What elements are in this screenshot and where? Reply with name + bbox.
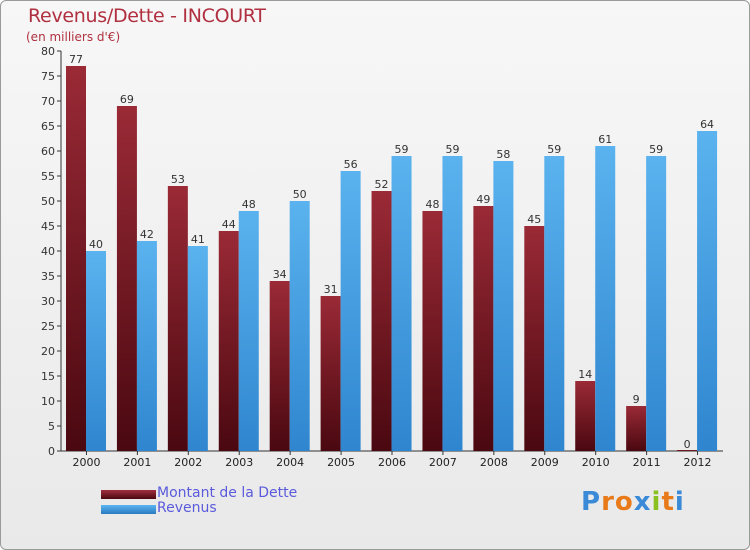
legend-swatch-dette [101, 490, 156, 499]
data-label: 41 [191, 233, 205, 246]
logo-letter: i [674, 487, 685, 517]
x-tick-label: 2009 [531, 456, 559, 469]
data-label: 48 [425, 198, 439, 211]
y-tick-label: 50 [41, 195, 55, 208]
x-tick-label: 2003 [225, 456, 253, 469]
revenus-bar [136, 241, 157, 451]
logo-letter: o [614, 487, 634, 517]
revenus-bar [187, 246, 208, 451]
data-label: 59 [395, 143, 409, 156]
data-label: 31 [324, 283, 338, 296]
data-label: 59 [547, 143, 561, 156]
dette-bar [473, 206, 494, 451]
data-label: 49 [476, 193, 490, 206]
dette-bar [269, 281, 290, 451]
dette-bar [422, 211, 443, 451]
revenus-bar [442, 156, 463, 451]
revenus-bar [391, 156, 412, 451]
x-tick-label: 2001 [123, 456, 151, 469]
logo-letter: x [633, 487, 652, 517]
y-tick-label: 80 [41, 45, 55, 58]
data-label: 56 [344, 158, 358, 171]
revenus-bar [697, 131, 718, 451]
data-label: 34 [273, 268, 287, 281]
proxiti-logo: Proxiti [581, 487, 685, 517]
dette-bar [575, 381, 596, 451]
logo-letter: P [581, 487, 602, 517]
y-tick-label: 35 [41, 270, 55, 283]
data-label: 9 [633, 393, 640, 406]
data-label: 52 [375, 178, 389, 191]
dette-bar [524, 226, 545, 451]
dette-bar [116, 106, 137, 451]
y-tick-label: 5 [48, 420, 55, 433]
dette-bar [66, 66, 86, 451]
data-label: 77 [69, 53, 83, 66]
chart-title: Revenus/Dette - INCOURT [28, 5, 266, 27]
data-label: 14 [578, 368, 592, 381]
x-tick-label: 2007 [429, 456, 457, 469]
y-tick-label: 10 [41, 395, 55, 408]
x-tick-label: 2010 [582, 456, 610, 469]
data-label: 44 [222, 218, 236, 231]
revenus-bar [86, 251, 106, 451]
data-label: 59 [445, 143, 459, 156]
dette-bar [167, 186, 188, 451]
x-tick-label: 2011 [633, 456, 661, 469]
logo-letter: r [601, 487, 615, 517]
data-label: 59 [649, 143, 663, 156]
data-label: 69 [120, 93, 134, 106]
x-tick-label: 2012 [684, 456, 712, 469]
revenus-bar [238, 211, 259, 451]
y-tick-label: 15 [41, 370, 55, 383]
y-tick-label: 55 [41, 170, 55, 183]
dette-bar [626, 406, 647, 451]
data-label: 58 [496, 148, 510, 161]
data-label: 48 [242, 198, 256, 211]
revenus-bar [340, 171, 361, 451]
data-label: 0 [684, 438, 691, 451]
revenus-bar [595, 146, 616, 451]
data-label: 50 [293, 188, 307, 201]
y-tick-label: 70 [41, 95, 55, 108]
data-label: 53 [171, 173, 185, 186]
data-label: 61 [598, 133, 612, 146]
y-tick-label: 75 [41, 70, 55, 83]
dette-bar [371, 191, 392, 451]
revenus-bar [493, 161, 514, 451]
y-tick-label: 20 [41, 345, 55, 358]
x-tick-label: 2002 [174, 456, 202, 469]
x-tick-label: 2000 [72, 456, 100, 469]
logo-letter: t [661, 487, 675, 517]
revenus-bar [289, 201, 310, 451]
y-tick-label: 30 [41, 295, 55, 308]
y-tick-label: 65 [41, 120, 55, 133]
revenus-bar [544, 156, 565, 451]
chart-subtitle: (en milliers d'€) [26, 30, 121, 44]
y-tick-label: 0 [48, 445, 55, 458]
data-label: 42 [140, 228, 154, 241]
data-label: 45 [527, 213, 541, 226]
y-tick-label: 45 [41, 220, 55, 233]
legend-label-dette: Montant de la Dette [157, 485, 298, 501]
logo-letter: i [651, 487, 662, 517]
legend-label-revenus: Revenus [157, 500, 217, 516]
revenus-bar [646, 156, 667, 451]
y-tick-label: 40 [41, 245, 55, 258]
data-label: 40 [89, 238, 103, 251]
y-tick-label: 25 [41, 320, 55, 333]
x-tick-label: 2006 [378, 456, 406, 469]
x-tick-label: 2005 [327, 456, 355, 469]
dette-bar [677, 450, 698, 451]
y-tick-label: 60 [41, 145, 55, 158]
x-tick-label: 2004 [276, 456, 304, 469]
x-tick-label: 2008 [480, 456, 508, 469]
data-label: 64 [700, 118, 714, 131]
legend-swatch-revenus [101, 505, 156, 514]
dette-bar [218, 231, 239, 451]
dette-bar [320, 296, 341, 451]
